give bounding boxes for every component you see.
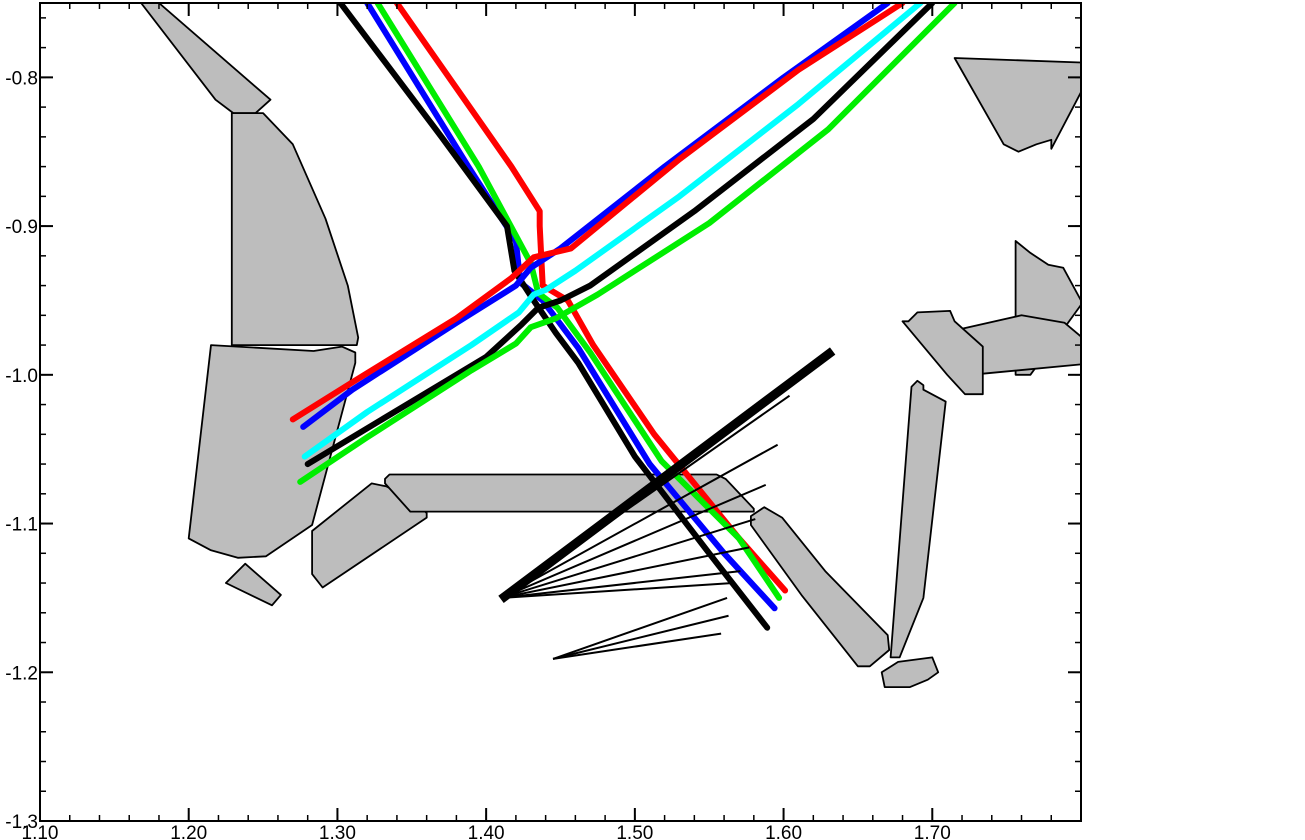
fan-0-line-1 [500, 443, 779, 599]
y-tick-label: -1.2 [5, 663, 38, 684]
structure-6 [750, 506, 891, 668]
x-tick-label: 1.50 [616, 823, 653, 840]
y-tick-label: -0.8 [5, 68, 38, 89]
fan-0-line-5 [500, 570, 741, 599]
series-line-8 [297, 3, 958, 485]
fan-0-line-3 [500, 518, 756, 599]
thick-line [498, 347, 836, 603]
fan-layer [498, 347, 836, 660]
structure-2 [187, 344, 357, 559]
structure-12 [953, 57, 1081, 153]
structure-3 [224, 562, 282, 607]
structures-layer [140, 3, 1081, 688]
structure-10 [889, 379, 947, 659]
x-tick-label: 1.40 [468, 823, 505, 840]
x-tick-label: 1.30 [319, 823, 356, 840]
y-tick-label: -1.0 [5, 366, 38, 387]
y-tick-label: -0.9 [5, 217, 38, 238]
plot-frame [39, 2, 1082, 822]
structure-9 [901, 309, 984, 396]
y-tick-label: -1.3 [5, 812, 38, 833]
series-line-7 [304, 3, 936, 468]
x-tick-label: 1.60 [765, 823, 802, 840]
series-line-3 [337, 3, 771, 631]
series-line-0 [393, 3, 789, 594]
structure-11 [880, 656, 940, 688]
fan-1-line-1 [552, 614, 729, 660]
fan-0-line-2 [500, 483, 767, 599]
fan-1-line-2 [552, 632, 722, 660]
x-tick-label: 1.70 [914, 823, 951, 840]
series-line-6 [301, 3, 924, 460]
axes-layer: 1.10 1.20 1.30 1.40 1.50 1.60 1.70 -0.8 -0.9 -1.0… [5, 2, 1082, 840]
fan-0-line-6 [500, 582, 734, 599]
fan-0-line-4 [500, 546, 750, 599]
fan-1-line-0 [552, 596, 728, 660]
structure-1 [230, 112, 360, 347]
series-line-2 [374, 3, 783, 601]
structure-0 [140, 3, 272, 114]
series-line-5 [289, 3, 906, 423]
series-layer [289, 3, 958, 631]
x-tick-label: 1.20 [170, 823, 207, 840]
y-tick-label: -1.1 [5, 515, 38, 536]
x-tick-label: 1.10 [22, 823, 59, 840]
